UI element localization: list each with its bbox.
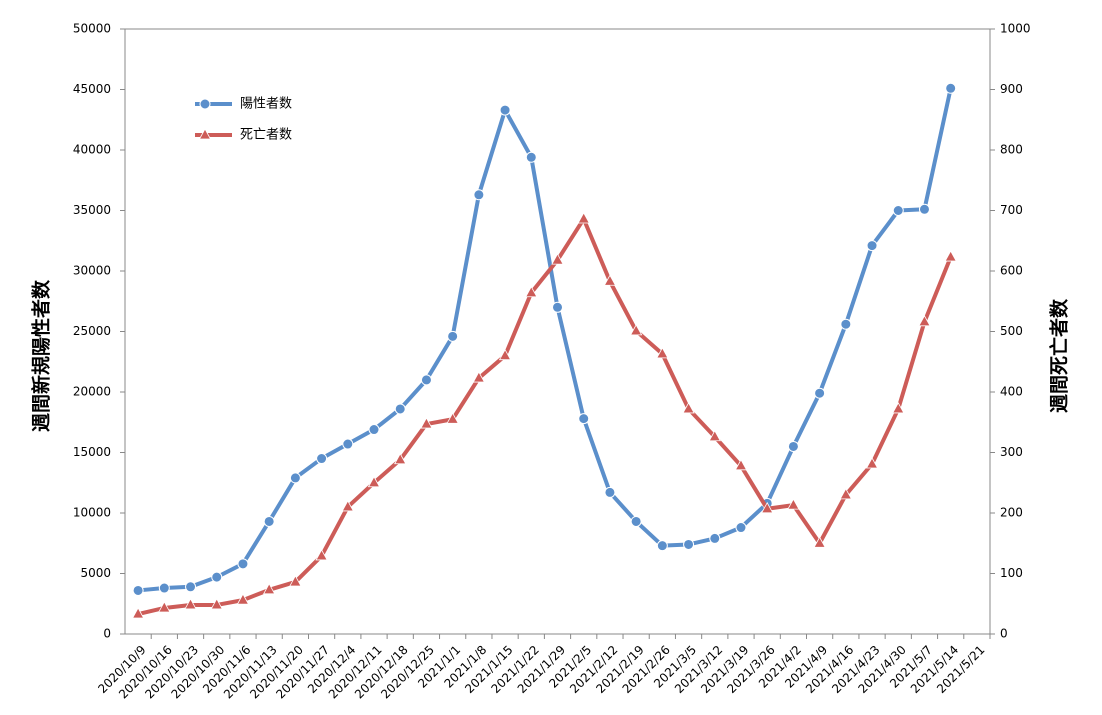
y2-tick-label: 400 bbox=[1000, 385, 1023, 399]
y-tick-label: 30000 bbox=[73, 264, 111, 278]
data-point bbox=[368, 424, 380, 436]
data-point bbox=[656, 347, 669, 359]
data-point bbox=[865, 457, 879, 469]
data-point bbox=[472, 371, 486, 383]
data-point bbox=[420, 374, 432, 386]
y-tick-label: 25000 bbox=[73, 324, 111, 338]
data-point bbox=[447, 330, 459, 342]
data-point bbox=[892, 402, 905, 414]
y2-tick-label: 300 bbox=[1000, 445, 1023, 459]
data-point bbox=[394, 452, 407, 465]
data-point bbox=[735, 522, 747, 534]
data-point bbox=[132, 584, 144, 596]
data-point bbox=[630, 515, 642, 527]
legend-label: 陽性者数 bbox=[240, 97, 292, 112]
data-point bbox=[131, 607, 145, 619]
y-axis-title: 週間新規陽性者数 bbox=[30, 279, 53, 432]
data-point bbox=[158, 601, 171, 613]
data-point bbox=[656, 540, 668, 552]
data-point bbox=[603, 274, 617, 286]
data-point bbox=[840, 318, 852, 330]
data-point bbox=[683, 538, 695, 550]
data-point bbox=[342, 438, 354, 450]
data-point bbox=[394, 403, 406, 415]
data-point bbox=[604, 486, 616, 498]
y-tick-label: 50000 bbox=[73, 22, 111, 36]
data-point bbox=[814, 387, 826, 399]
y2-tick-label: 100 bbox=[1000, 566, 1023, 580]
legend-marker bbox=[199, 98, 211, 110]
data-point bbox=[473, 189, 485, 201]
data-point bbox=[787, 440, 799, 452]
data-point bbox=[316, 453, 328, 465]
data-point bbox=[525, 285, 538, 298]
data-point bbox=[262, 583, 276, 595]
y-tick-label: 35000 bbox=[73, 203, 111, 217]
y2-tick-label: 200 bbox=[1000, 506, 1023, 520]
legend-marker bbox=[198, 128, 212, 140]
data-point bbox=[918, 314, 931, 327]
y2-axis-title: 週間死亡者数 bbox=[1048, 298, 1071, 413]
y-tick-label: 0 bbox=[103, 627, 111, 641]
data-point bbox=[734, 458, 748, 471]
y2-tick-label: 900 bbox=[1000, 82, 1023, 96]
data-point bbox=[158, 582, 170, 594]
data-point bbox=[498, 348, 512, 361]
y-tick-label: 5000 bbox=[80, 566, 111, 580]
data-point bbox=[367, 475, 381, 488]
data-point bbox=[184, 598, 197, 610]
data-point bbox=[944, 250, 957, 262]
data-point bbox=[315, 549, 328, 561]
y-tick-label: 20000 bbox=[73, 385, 111, 399]
y2-tick-label: 1000 bbox=[1000, 22, 1031, 36]
data-point bbox=[341, 500, 354, 512]
data-point bbox=[210, 598, 223, 610]
data-point bbox=[682, 402, 695, 414]
data-point bbox=[839, 488, 853, 500]
series-line bbox=[137, 87, 953, 593]
data-point bbox=[420, 417, 433, 429]
data-point bbox=[499, 104, 511, 116]
data-point bbox=[185, 581, 197, 593]
data-point bbox=[289, 575, 302, 587]
legend-label: 死亡者数 bbox=[240, 128, 292, 143]
data-point bbox=[551, 253, 564, 265]
series-line bbox=[137, 216, 953, 616]
data-point bbox=[237, 558, 249, 570]
y2-tick-label: 700 bbox=[1000, 203, 1023, 217]
data-point bbox=[578, 413, 590, 425]
data-point bbox=[918, 203, 930, 215]
data-point bbox=[892, 205, 904, 216]
data-point bbox=[263, 515, 275, 527]
y2-tick-label: 800 bbox=[1000, 143, 1023, 157]
data-point bbox=[709, 532, 721, 544]
data-point bbox=[446, 412, 459, 424]
data-point bbox=[289, 472, 301, 484]
data-point bbox=[525, 151, 537, 163]
y2-tick-label: 500 bbox=[1000, 324, 1023, 338]
data-point bbox=[577, 212, 590, 224]
y2-tick-label: 600 bbox=[1000, 264, 1023, 278]
data-point bbox=[761, 501, 774, 514]
data-point bbox=[236, 593, 250, 605]
data-point bbox=[552, 301, 563, 313]
data-point bbox=[945, 82, 957, 94]
data-point bbox=[629, 324, 643, 336]
data-point bbox=[866, 240, 878, 252]
y-tick-label: 15000 bbox=[73, 445, 111, 459]
y-tick-label: 40000 bbox=[73, 143, 111, 157]
y-tick-label: 45000 bbox=[73, 82, 111, 96]
data-point bbox=[787, 498, 800, 510]
data-point bbox=[211, 571, 223, 583]
y-tick-label: 10000 bbox=[73, 506, 111, 520]
data-point bbox=[813, 536, 826, 548]
data-point bbox=[708, 429, 721, 442]
y2-tick-label: 0 bbox=[1000, 627, 1008, 641]
